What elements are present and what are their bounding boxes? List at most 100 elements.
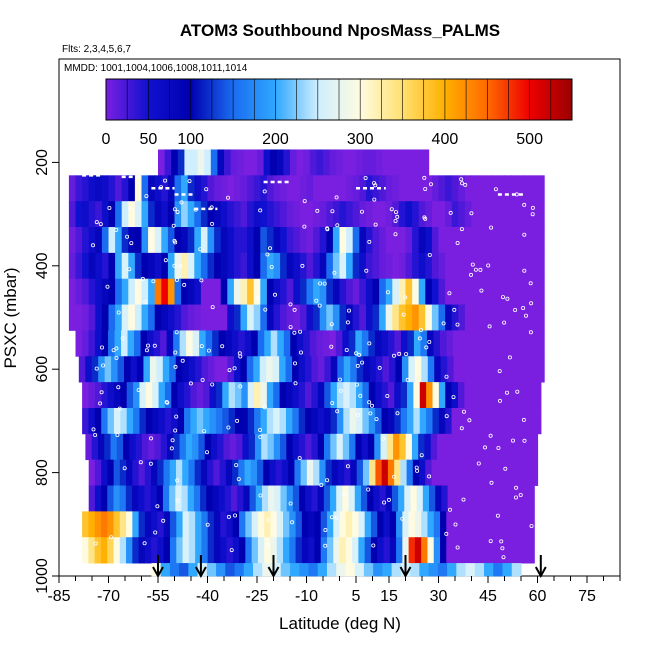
heatmap-cell	[270, 511, 278, 538]
sample-marker	[473, 267, 478, 272]
heatmap-cell	[363, 356, 371, 383]
heatmap-cell	[114, 330, 122, 357]
heatmap-cell	[480, 433, 488, 461]
heatmap-cell	[108, 227, 116, 254]
heatmap-cell	[152, 407, 160, 435]
sample-marker	[314, 298, 319, 303]
heatmap-cell	[339, 278, 347, 305]
heatmap-cell	[163, 459, 171, 486]
heatmap-cell	[447, 563, 457, 577]
heatmap-cell	[273, 201, 281, 228]
heatmap-cell	[200, 485, 207, 512]
sample-marker	[114, 227, 119, 232]
heatmap-cell	[139, 407, 147, 435]
heatmap-cell	[250, 149, 258, 176]
heatmap-cell	[208, 356, 216, 383]
heatmap-cell	[247, 227, 255, 254]
y-tick-label: 400	[34, 252, 51, 279]
sample-marker	[385, 393, 390, 398]
heatmap-cell	[94, 407, 102, 435]
heatmap-cell	[489, 382, 497, 409]
sample-marker	[298, 329, 303, 334]
sample-marker	[371, 543, 376, 548]
heatmap-cell	[213, 459, 221, 486]
heatmap-cell	[263, 149, 271, 176]
heatmap-cell	[374, 433, 382, 461]
heatmap-cell	[293, 252, 301, 280]
heatmap-cell	[198, 433, 206, 461]
heatmap-cell	[356, 356, 364, 383]
heatmap-cell	[280, 227, 288, 254]
heatmap-cell	[319, 278, 327, 305]
sample-marker	[105, 284, 110, 289]
heatmap-cell	[286, 485, 294, 512]
heatmap-cell	[387, 407, 395, 435]
heatmap-cell	[253, 278, 261, 305]
heatmap-cell	[144, 537, 152, 564]
heatmap-cell	[261, 485, 269, 512]
heatmap-cell	[465, 563, 476, 577]
sample-marker	[172, 263, 177, 268]
sample-marker	[204, 450, 209, 455]
heatmap-cell	[187, 304, 195, 331]
heatmap-cell	[266, 227, 275, 254]
heatmap-cell	[138, 511, 146, 538]
heatmap-cell	[483, 382, 491, 409]
heatmap-cell	[398, 278, 407, 305]
heatmap-cell	[439, 330, 448, 357]
heatmap-cell	[138, 485, 145, 512]
heatmap-cell	[195, 511, 203, 538]
heatmap-cell	[280, 278, 288, 305]
heatmap-cell	[427, 356, 435, 383]
heatmap-cell	[473, 356, 481, 383]
heatmap-cell	[187, 201, 195, 228]
heatmap-cell	[458, 304, 466, 331]
heatmap-cell	[438, 227, 446, 254]
heatmap-cell	[235, 382, 242, 409]
heatmap-cell	[405, 175, 413, 202]
heatmap-cell	[128, 201, 136, 228]
heatmap-cell	[185, 433, 193, 461]
heatmap-cell	[425, 252, 433, 280]
heatmap-cell	[408, 356, 416, 383]
heatmap-cell	[138, 537, 146, 564]
heatmap-cell	[425, 304, 433, 331]
heatmap-cell	[502, 537, 510, 564]
heatmap-cell	[243, 563, 254, 577]
heatmap-cell	[184, 407, 191, 435]
heatmap-cell	[232, 537, 240, 564]
heatmap-cell	[332, 175, 341, 202]
heatmap-cell	[139, 382, 147, 409]
heatmap-cell	[120, 382, 128, 409]
heatmap-cell	[125, 485, 133, 512]
heatmap-cell	[288, 459, 295, 486]
sample-marker	[358, 393, 363, 398]
sample-marker	[91, 427, 96, 432]
sample-marker	[500, 546, 505, 551]
sample-marker	[330, 209, 335, 214]
heatmap-cell	[426, 407, 434, 435]
heatmap-cell	[233, 356, 241, 383]
heatmap-cell	[75, 330, 83, 357]
heatmap-cell	[408, 511, 416, 538]
heatmap-cell	[301, 537, 309, 564]
heatmap-cell	[387, 382, 395, 409]
heatmap-cell	[94, 459, 102, 486]
heatmap-cell	[210, 433, 218, 461]
heatmap-cell	[379, 304, 387, 331]
y-axis: 200 400 600 800 1000	[34, 149, 59, 594]
heatmap-cell	[128, 175, 136, 202]
heatmap-cell	[253, 252, 261, 280]
heatmap-cell	[313, 227, 321, 254]
heatmap-cell	[511, 252, 519, 280]
heatmap-cell	[188, 459, 196, 486]
heatmap-cell	[457, 382, 465, 409]
heatmap-cell	[385, 175, 393, 202]
sample-marker	[391, 353, 396, 358]
heatmap-cell	[110, 433, 118, 461]
heatmap-cell	[108, 201, 116, 228]
heatmap-cell	[115, 227, 123, 254]
heatmap-cell	[359, 304, 367, 331]
sample-marker	[98, 222, 103, 227]
heatmap-cell	[332, 227, 341, 254]
